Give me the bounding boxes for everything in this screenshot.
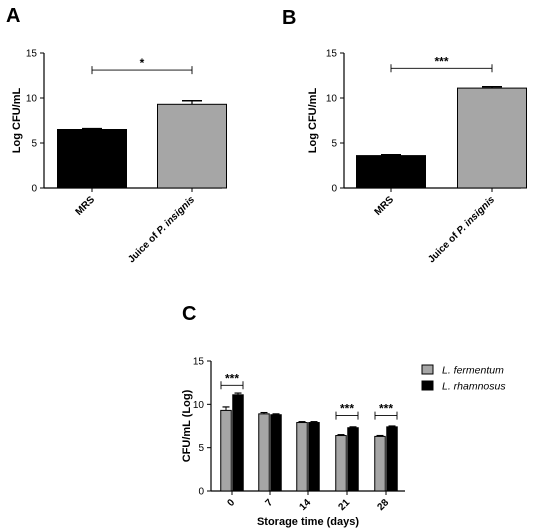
panel-b-bar <box>457 87 527 189</box>
panel-b-y-tick-label: 0 <box>331 184 337 195</box>
panel-b-y-tick-label: 15 <box>326 49 338 60</box>
panel-c-x-axis-label: Storage time (days) <box>257 516 359 528</box>
panel-c-bar <box>335 435 347 492</box>
panel-c-category-label: 21 <box>336 497 352 513</box>
panel-letter-a: A <box>6 5 20 27</box>
panel-letter-b: B <box>282 7 296 29</box>
panel-a-bar <box>157 103 227 189</box>
panel-c-bar <box>220 409 232 492</box>
panel-c-significance-label: *** <box>225 371 239 385</box>
panel-b-category-label-part: Juice of <box>426 229 462 265</box>
panel-a-category-label-part: MRS <box>74 194 98 218</box>
panel-c-y-tick-label: 10 <box>193 400 205 411</box>
panel-c-bar <box>308 422 320 492</box>
panel-c-category-label: 14 <box>297 497 313 513</box>
panel-c-bar <box>296 422 308 492</box>
panel-c-y-tick-label: 5 <box>198 443 204 454</box>
panel-a-y-tick-label: 15 <box>26 49 38 60</box>
panel-b-y-axis-label: Log CFU/mL <box>307 88 319 154</box>
panel-b-y-tick-label: 5 <box>331 139 337 150</box>
panel-c-bar <box>374 435 386 492</box>
panel-b-category-label: MRS <box>373 194 397 218</box>
panel-b-significance-label: *** <box>434 54 448 68</box>
panel-c-bar <box>258 413 270 492</box>
panel-letter-c: C <box>182 303 196 325</box>
chart-panel-a: 0 5 10 15 Log CFU/mL MRS Juice of P. insignis * <box>11 49 227 265</box>
panel-a-category-label: MRS <box>74 194 98 218</box>
panel-a-y-tick-label: 10 <box>26 94 38 105</box>
panel-c-y-tick-label: 0 <box>198 487 204 498</box>
panel-c-bar <box>347 427 359 492</box>
panel-a-category-label-part: P. insignis <box>155 194 198 237</box>
panel-b-category-label-part: P. insignis <box>455 194 498 237</box>
panel-b-bar <box>356 155 426 189</box>
panel-a-y-tick-label: 5 <box>31 139 37 150</box>
panel-c-y-axis-label: CFU/mL (Log) <box>181 389 193 462</box>
panel-a-significance-label: * <box>140 56 145 70</box>
chart-panel-b: 0 5 10 15 Log CFU/mL MRS Juice of P. insignis *… <box>307 49 527 265</box>
panel-a-y-tick-label: 0 <box>31 184 37 195</box>
panel-c-category-label: 28 <box>375 497 391 513</box>
panel-c-legend-swatch <box>421 380 434 391</box>
chart-panel-c: 0 5 10 15 CFU/mL (Log) 0 7 14 21 28 *** *** *** Stora… <box>181 357 506 529</box>
panel-a-bar <box>57 129 127 189</box>
panel-a-category-label-part: Juice of <box>126 229 162 265</box>
panel-c-legend-swatch <box>421 364 434 375</box>
panel-a-category-label: Juice of P. insignis <box>126 194 197 265</box>
panel-c-category-label: 7 <box>263 497 275 509</box>
panel-b-y-tick-label: 10 <box>326 94 338 105</box>
panel-b-category-label: Juice of P. insignis <box>426 194 497 265</box>
panel-c-bar <box>386 426 398 492</box>
panel-a-y-axis-label: Log CFU/mL <box>11 88 23 154</box>
panel-c-bar <box>232 394 244 492</box>
panel-b-category-label-part: MRS <box>373 194 397 218</box>
panel-c-legend-label: L. rhamnosus <box>442 381 506 393</box>
panel-c-legend-label: L. fermentum <box>442 365 504 377</box>
panel-c-y-tick-label: 15 <box>193 357 205 368</box>
panel-c-significance-label: *** <box>379 402 393 416</box>
panel-c-bar <box>270 414 282 492</box>
panel-c-category-label: 0 <box>225 497 237 509</box>
panel-c-significance-label: *** <box>340 402 354 416</box>
